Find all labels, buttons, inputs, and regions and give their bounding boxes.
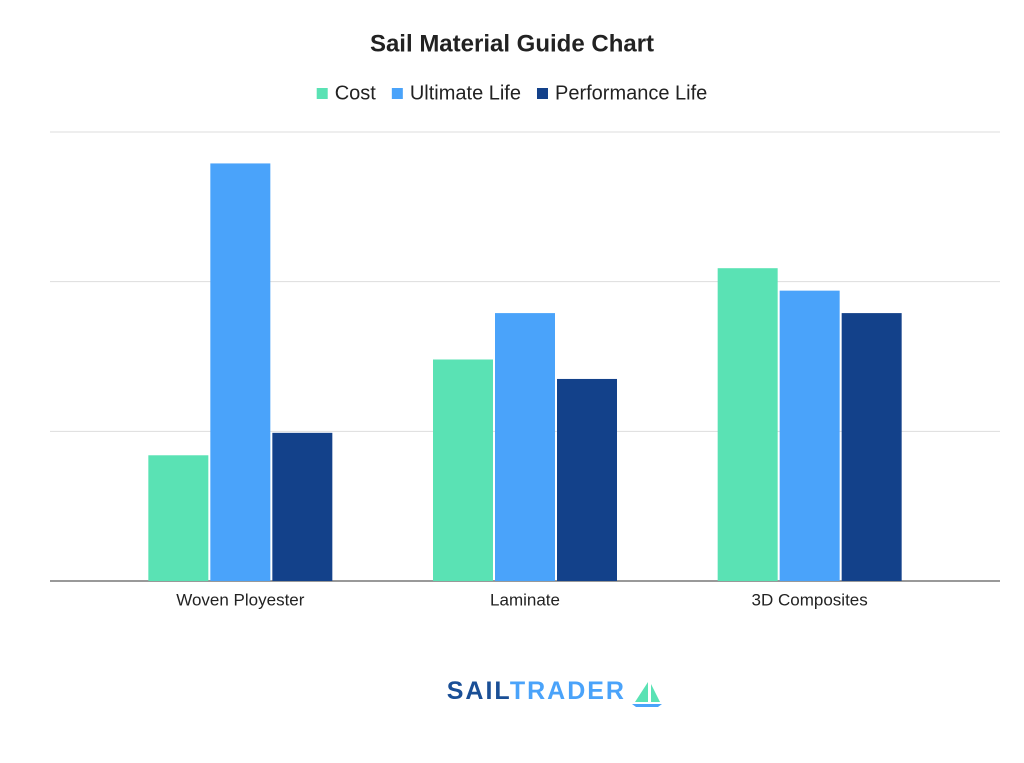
logo-part: TRADER	[510, 677, 626, 705]
x-tick-label: Woven Ployester	[176, 590, 305, 609]
x-tick-label: Laminate	[490, 590, 560, 609]
logo: SAILTRADER	[447, 677, 662, 707]
x-tick-label: 3D Composites	[752, 590, 868, 609]
legend-swatch	[536, 88, 548, 99]
bar	[779, 290, 840, 581]
bar	[557, 378, 617, 581]
bar	[841, 313, 902, 581]
logo-sail	[635, 682, 660, 702]
bar	[717, 268, 778, 581]
chart-title: Sail Material Guide Chart	[370, 30, 654, 57]
logo-text: SAILTRADER	[447, 677, 626, 705]
legend-label: Ultimate Life	[410, 82, 521, 104]
bar	[433, 359, 493, 581]
bar	[272, 432, 333, 581]
legend: Cost Ultimate Life Performance Life	[316, 82, 707, 104]
logo-part: SAIL	[447, 677, 510, 705]
bar	[495, 313, 555, 581]
bar	[210, 163, 271, 581]
legend-swatch	[316, 88, 328, 99]
legend-label: Performance Life	[555, 82, 707, 104]
logo-hull	[632, 704, 662, 707]
legend-label: Cost	[335, 82, 377, 104]
bar	[148, 455, 209, 581]
legend-swatch	[391, 88, 403, 99]
